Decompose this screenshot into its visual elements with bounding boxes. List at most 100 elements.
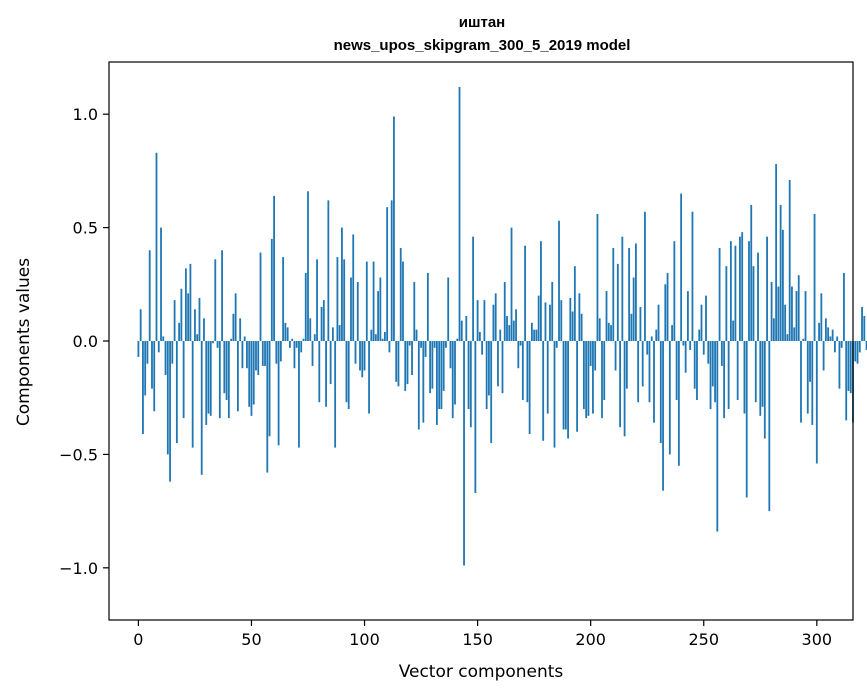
bar-20 [182, 341, 185, 419]
bar-74 [304, 272, 307, 341]
bar-278 [766, 236, 768, 341]
bar-264 [734, 245, 737, 341]
bar-158 [494, 293, 497, 341]
bar-70 [295, 341, 298, 348]
bar-284 [779, 204, 782, 341]
y-tick-label: 1.0 [73, 105, 98, 124]
bar-97 [356, 282, 359, 341]
bar-138 [449, 341, 452, 369]
bar-255 [714, 341, 716, 403]
bar-0 [137, 341, 140, 357]
bar-86 [331, 327, 334, 341]
x-tick-label: 100 [349, 630, 380, 649]
y-tick-label: −1.0 [59, 559, 98, 578]
bar-181 [546, 341, 549, 414]
bar-223 [641, 341, 644, 387]
bar-85 [329, 341, 332, 385]
bar-239 [677, 341, 680, 466]
bar-182 [549, 304, 551, 341]
y-tick-label: −0.5 [59, 445, 98, 464]
bar-321 [863, 316, 866, 341]
bar-18 [178, 322, 181, 341]
bar-276 [761, 341, 764, 407]
bar-258 [720, 341, 723, 366]
bar-294 [802, 338, 805, 341]
bar-150 [476, 300, 479, 341]
x-tick-label: 50 [241, 630, 261, 649]
bar-57 [266, 341, 269, 473]
bar-65 [284, 322, 287, 341]
bar-25 [194, 309, 196, 341]
bar-16 [173, 300, 176, 341]
x-tick-label: 300 [802, 630, 833, 649]
bar-220 [635, 243, 637, 341]
bar-47 [243, 336, 246, 341]
bar-177 [537, 295, 540, 341]
bar-154 [485, 341, 488, 410]
bar-296 [806, 341, 809, 414]
bar-146 [467, 341, 470, 410]
bar-173 [528, 341, 531, 434]
bar-100 [363, 341, 366, 371]
bar-63 [279, 341, 282, 362]
bar-5 [148, 250, 151, 341]
bar-242 [684, 341, 687, 373]
bar-93 [347, 341, 350, 410]
bar-265 [736, 341, 739, 400]
bar-179 [542, 341, 545, 441]
bar-290 [793, 327, 796, 341]
bar-21 [184, 268, 187, 341]
bar-68 [291, 338, 294, 341]
bar-314 [847, 341, 850, 391]
bar-145 [465, 316, 468, 341]
bar-193 [573, 266, 576, 341]
bar-297 [809, 341, 811, 382]
bar-153 [483, 300, 486, 341]
bar-112 [390, 200, 393, 341]
bar-254 [711, 341, 714, 387]
bar-320 [861, 306, 863, 341]
bar-234 [666, 272, 669, 341]
bar-256 [716, 341, 719, 532]
bar-36 [218, 341, 221, 419]
bar-161 [501, 341, 504, 394]
bar-133 [438, 341, 441, 410]
bar-317 [854, 341, 857, 362]
bar-250 [702, 341, 705, 355]
bar-243 [687, 291, 689, 341]
bar-27 [198, 297, 201, 341]
bar-196 [580, 313, 583, 341]
bar-101 [365, 261, 368, 341]
bar-289 [791, 286, 793, 341]
bar-221 [637, 341, 640, 403]
bar-211 [614, 341, 617, 371]
bar-35 [216, 341, 219, 348]
bar-304 [824, 318, 827, 341]
bar-127 [424, 341, 427, 357]
bar-119 [406, 341, 409, 385]
bar-11 [162, 336, 165, 341]
bar-117 [402, 261, 404, 341]
bar-202 [594, 341, 597, 371]
bar-313 [845, 341, 848, 421]
bar-208 [607, 322, 610, 341]
bar-41 [230, 338, 233, 341]
bar-192 [571, 311, 574, 341]
bar-149 [474, 341, 477, 493]
bar-212 [616, 263, 619, 341]
bar-43 [234, 293, 237, 341]
bar-37 [221, 250, 223, 341]
x-tick-label: 250 [688, 630, 719, 649]
x-tick-label: 0 [133, 630, 143, 649]
bar-240 [680, 193, 683, 341]
bar-33 [212, 341, 214, 344]
bar-58 [268, 341, 271, 437]
bar-281 [772, 318, 775, 341]
bar-131 [433, 341, 436, 348]
bar-298 [811, 341, 814, 425]
bar-76 [309, 318, 312, 341]
bar-73 [302, 338, 305, 341]
bar-34 [214, 259, 217, 341]
bar-110 [386, 207, 389, 341]
bar-291 [795, 291, 798, 341]
